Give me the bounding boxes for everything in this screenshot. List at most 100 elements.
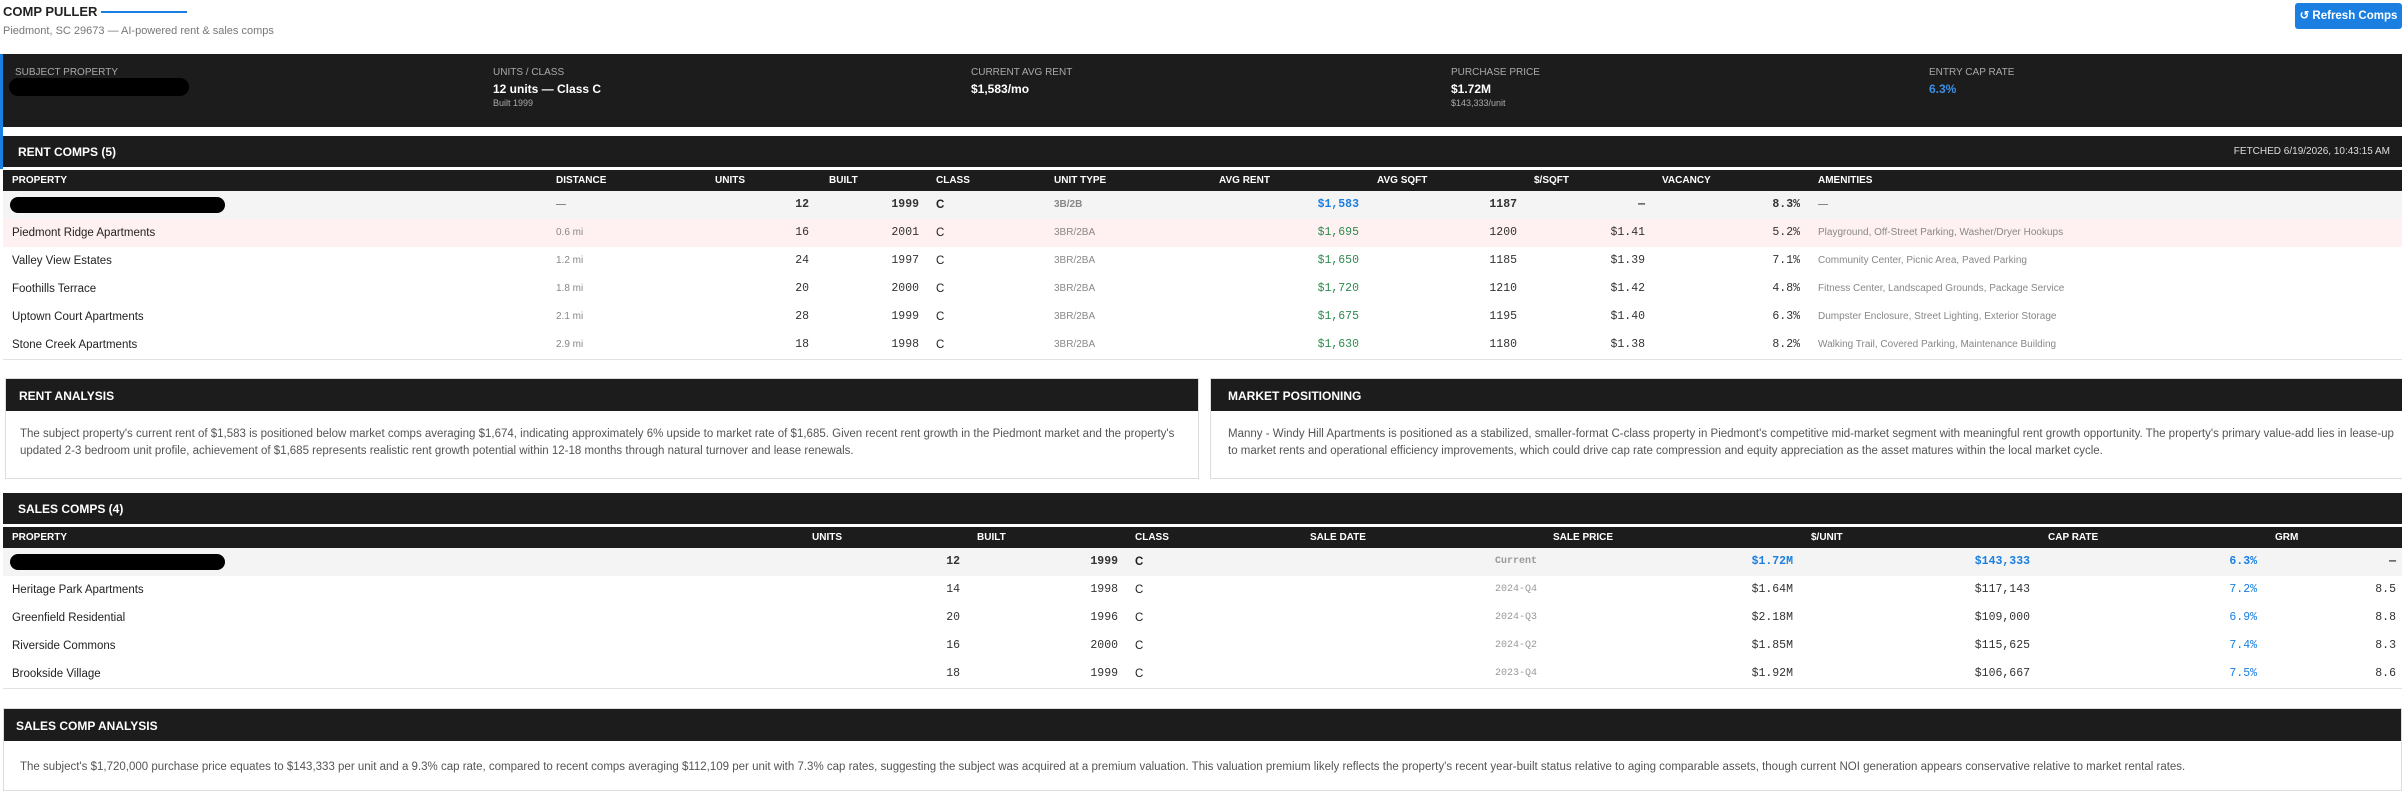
subject-row: [3, 548, 2402, 577]
table-cell: —: [1638, 198, 1645, 211]
table-cell: 7.1%: [1772, 254, 1800, 267]
table-cell: $143,333: [1974, 555, 2030, 568]
table-cell: 8.3%: [1772, 198, 1800, 211]
table-row: [3, 247, 2402, 276]
table-cell: $1.41: [1610, 226, 1645, 239]
table-cell: 2024-Q4: [1494, 584, 1537, 595]
stat-value: $1.72M: [1451, 82, 1492, 96]
table-cell: 1.8 mi: [556, 283, 584, 294]
table-cell: Uptown Court Apartments: [12, 311, 144, 323]
subject-bar: SUBJECT PROPERTY UNITS / CLASS 12 units — …: [3, 54, 2402, 127]
table-cell: 28: [795, 310, 809, 323]
table-row: [3, 331, 2402, 360]
column-header: UNITS: [715, 175, 745, 186]
column-header: UNIT TYPE: [1054, 175, 1107, 186]
table-cell: 16: [946, 639, 960, 652]
table-cell: 3B/2B: [1054, 199, 1083, 210]
table-row: [3, 632, 2402, 661]
table-row: [3, 604, 2402, 633]
table-cell: 24: [795, 254, 809, 267]
table-cell: C: [1135, 640, 1144, 652]
table-cell: 12: [795, 198, 809, 211]
column-header: VACANCY: [1662, 175, 1711, 186]
app-subtitle: Piedmont, SC 29673 — AI-powered rent & s…: [3, 25, 274, 37]
table-cell: 20: [946, 611, 960, 624]
panel-title: SALES COMP ANALYSIS: [16, 719, 158, 733]
column-header: GRM: [2275, 532, 2299, 543]
table-cell: C: [936, 339, 945, 351]
table-cell: $1.64M: [1751, 583, 1793, 596]
sales-comps-header: SALES COMPS (4): [3, 493, 2402, 524]
table-cell: $106,667: [1974, 667, 2030, 680]
table-cell: 7.5%: [2229, 667, 2257, 680]
stat-note: Built 1999: [493, 98, 534, 108]
table-cell: Piedmont Ridge Apartments: [12, 227, 156, 239]
stat-label: PURCHASE PRICE: [1451, 67, 1540, 78]
table-cell: 2000: [891, 282, 919, 295]
table-row: [3, 303, 2402, 332]
table-cell: Valley View Estates: [12, 255, 112, 267]
column-header: SALE DATE: [1310, 532, 1366, 543]
table-cell: 8.8: [2375, 611, 2396, 624]
table-cell: 1996: [1090, 611, 1118, 624]
title-rule: [101, 11, 187, 13]
table-cell: $117,143: [1974, 583, 2030, 596]
redacted-name: [10, 554, 225, 570]
table-cell: 1210: [1489, 282, 1517, 295]
refresh-button[interactable]: ↺ Refresh Comps: [2295, 3, 2402, 29]
stat-value: $1,583/mo: [971, 82, 1030, 96]
table-cell: $1.39: [1610, 254, 1645, 267]
table-cell: Dumpster Enclosure, Street Lighting, Ext…: [1818, 311, 2057, 322]
table-header-row: [3, 527, 2402, 548]
table-cell: 6.9%: [2229, 611, 2257, 624]
table-cell: 1.2 mi: [556, 255, 584, 266]
column-header: AVG RENT: [1219, 175, 1270, 186]
table-cell: 8.6: [2375, 667, 2396, 680]
table-row: [3, 576, 2402, 605]
column-header: CLASS: [1135, 532, 1169, 543]
section-title: RENT COMPS (5): [18, 145, 117, 159]
table-cell: 3BR/2BA: [1054, 311, 1096, 322]
table-cell: $1.38: [1610, 338, 1645, 351]
table-cell: C: [936, 311, 945, 323]
table-cell: Playground, Off-Street Parking, Washer/D…: [1818, 227, 2064, 238]
table-cell: $1.40: [1610, 310, 1645, 323]
table-cell: 4.8%: [1772, 282, 1800, 295]
table-cell: —: [1818, 199, 1828, 210]
stat-label: ENTRY CAP RATE: [1929, 67, 2015, 78]
table-cell: 7.4%: [2229, 639, 2257, 652]
table-cell: $1.72M: [1751, 555, 1793, 568]
subject-row: [3, 191, 2402, 220]
sales-analysis-panel: SALES COMP ANALYSIS The subject's $1,720…: [3, 708, 2402, 791]
column-header: SALE PRICE: [1553, 532, 1614, 543]
column-header: CLASS: [936, 175, 970, 186]
column-header: PROPERTY: [12, 175, 68, 186]
table-cell: C: [936, 227, 945, 239]
table-cell: 2024-Q3: [1494, 612, 1537, 623]
table-cell: 8.5: [2375, 583, 2396, 596]
section-title: SALES COMPS (4): [18, 502, 124, 516]
table-cell: 1999: [1090, 667, 1118, 680]
table-cell: 1180: [1489, 338, 1517, 351]
column-header: CAP RATE: [2048, 532, 2099, 543]
table-cell: 2001: [891, 226, 919, 239]
table-cell: 12: [946, 555, 960, 568]
table-cell: 1997: [891, 254, 919, 267]
table-cell: $2.18M: [1751, 611, 1793, 624]
stat-note: $143,333/unit: [1451, 98, 1506, 108]
table-cell: C: [936, 255, 945, 267]
column-header: BUILT: [977, 532, 1006, 543]
stat-value: 6.3%: [1929, 82, 1957, 96]
table-cell: 16: [795, 226, 809, 239]
table-cell: 1195: [1489, 310, 1517, 323]
table-cell: 18: [795, 338, 809, 351]
redacted-name: [10, 197, 225, 213]
stat-value: 12 units — Class C: [493, 82, 602, 96]
table-cell: 2023-Q4: [1494, 668, 1537, 679]
table-cell: 5.2%: [1772, 226, 1800, 239]
column-header: $/UNIT: [1811, 532, 1843, 543]
table-cell: 3BR/2BA: [1054, 283, 1096, 294]
table-cell: C: [1135, 612, 1144, 624]
table-cell: Riverside Commons: [12, 640, 116, 652]
